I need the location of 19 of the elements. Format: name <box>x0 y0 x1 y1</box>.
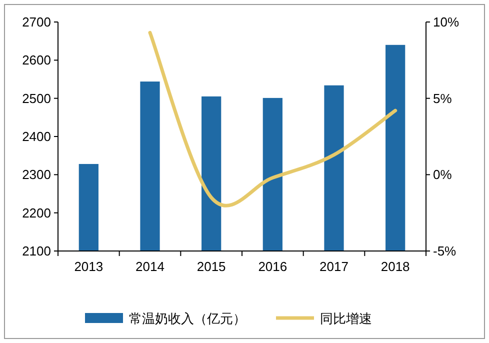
y2-tick-label: 10% <box>433 14 460 30</box>
y-tick-label: 2200 <box>22 205 51 220</box>
y2-tick-label: 0% <box>433 167 452 182</box>
y2-tick-label: -5% <box>433 244 457 258</box>
x-tick-label: 2016 <box>258 259 288 274</box>
y-tick-label: 2100 <box>22 244 51 258</box>
y-tick-label: 2300 <box>22 167 51 182</box>
y-tick-label: 2700 <box>22 14 51 30</box>
legend-label: 常温奶收入（亿元） <box>129 311 246 326</box>
legend-label: 同比增速 <box>320 311 372 326</box>
x-tick-label: 2013 <box>74 259 104 274</box>
y-tick-label: 2400 <box>22 129 51 144</box>
x-tick-label: 2018 <box>380 259 410 274</box>
y2-tick-label: 5% <box>433 90 452 106</box>
x-tick-label: 2015 <box>196 259 226 274</box>
y-tick-label: 2500 <box>22 90 51 106</box>
x-tick-label: 2017 <box>320 259 348 274</box>
y-tick-label: 2600 <box>22 52 51 68</box>
x-tick-label: 2014 <box>136 259 164 274</box>
